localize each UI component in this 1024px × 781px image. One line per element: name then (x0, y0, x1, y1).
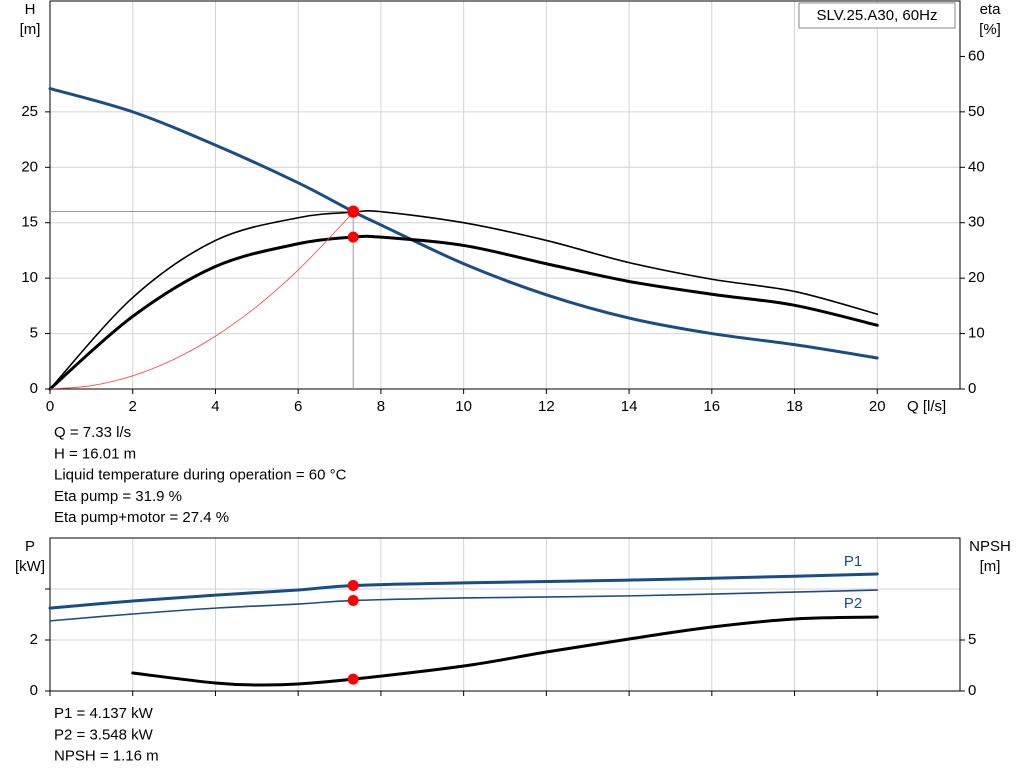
x-tick-label: 4 (211, 398, 219, 415)
curve (48, 572, 879, 610)
legend-text: SLV.25.A30, 60Hz (817, 7, 938, 24)
y-tick-label: 5 (30, 325, 38, 342)
y-axis-label: P (25, 538, 35, 555)
x-tick-label: 8 (377, 398, 385, 415)
info-line: Q = 7.33 l/s (54, 424, 131, 441)
info-line: P1 = 4.137 kW (54, 705, 154, 722)
y2-tick-label: 5 (968, 631, 976, 648)
operating-point (347, 580, 359, 592)
x-tick-label: 12 (538, 398, 555, 415)
y-tick-label: 2 (30, 631, 38, 648)
y-tick-label: 10 (21, 269, 38, 286)
info-line: H = 16.01 m (54, 445, 136, 462)
y2-axis-label: [%] (979, 21, 1001, 38)
x-tick-label: 0 (46, 398, 54, 415)
curve (49, 209, 879, 390)
y-tick-label: 20 (21, 158, 38, 175)
info-line: Eta pump+motor = 27.4 % (54, 509, 229, 526)
x-tick-label: 10 (455, 398, 472, 415)
y2-axis-label: eta (980, 1, 1002, 18)
curve (49, 211, 354, 390)
x-axis-label: Q [l/s] (907, 398, 946, 415)
y-tick-label: 25 (21, 103, 38, 120)
y2-tick-label: 10 (968, 325, 985, 342)
y-axis-label: H (25, 1, 36, 18)
x-tick-label: 18 (786, 398, 803, 415)
legend-box (798, 2, 956, 29)
y2-tick-label: 40 (968, 158, 985, 175)
x-tick-label: 2 (129, 398, 137, 415)
y2-tick-label: 60 (968, 47, 985, 64)
x-tick-label: 14 (621, 398, 638, 415)
plot-frame (49, 0, 961, 390)
y-axis-label: [kW] (15, 558, 45, 575)
y-axis-label: [m] (20, 21, 41, 38)
y2-axis-label: NPSH (969, 538, 1011, 555)
operating-point (347, 673, 359, 685)
y-tick-label: 15 (21, 214, 38, 231)
operating-point (347, 595, 359, 607)
info-line: Liquid temperature during operation = 60… (54, 467, 347, 484)
info-line: P2 = 3.548 kW (54, 726, 154, 743)
y2-tick-label: 30 (968, 214, 985, 231)
curve (48, 87, 879, 360)
curve (131, 615, 879, 687)
x-tick-label: 6 (294, 398, 302, 415)
y-tick-label: 0 (30, 380, 38, 397)
y2-tick-label: 20 (968, 269, 985, 286)
curve (48, 234, 879, 391)
x-tick-label: 20 (869, 398, 886, 415)
y2-tick-label: 0 (968, 380, 976, 397)
info-line: Eta pump = 31.9 % (54, 488, 182, 505)
operating-point (347, 231, 359, 243)
y2-tick-label: 0 (968, 682, 976, 699)
y2-tick-label: 50 (968, 103, 985, 120)
info-line: NPSH = 1.16 m (54, 748, 159, 765)
plot-frame (49, 537, 961, 692)
y-tick-label: 0 (30, 682, 38, 699)
x-tick-label: 16 (703, 398, 720, 415)
curve (49, 589, 879, 622)
curve-label: P2 (844, 595, 862, 612)
curve-label: P1 (844, 553, 862, 570)
operating-point (347, 206, 359, 218)
y2-axis-label: [m] (980, 558, 1001, 575)
